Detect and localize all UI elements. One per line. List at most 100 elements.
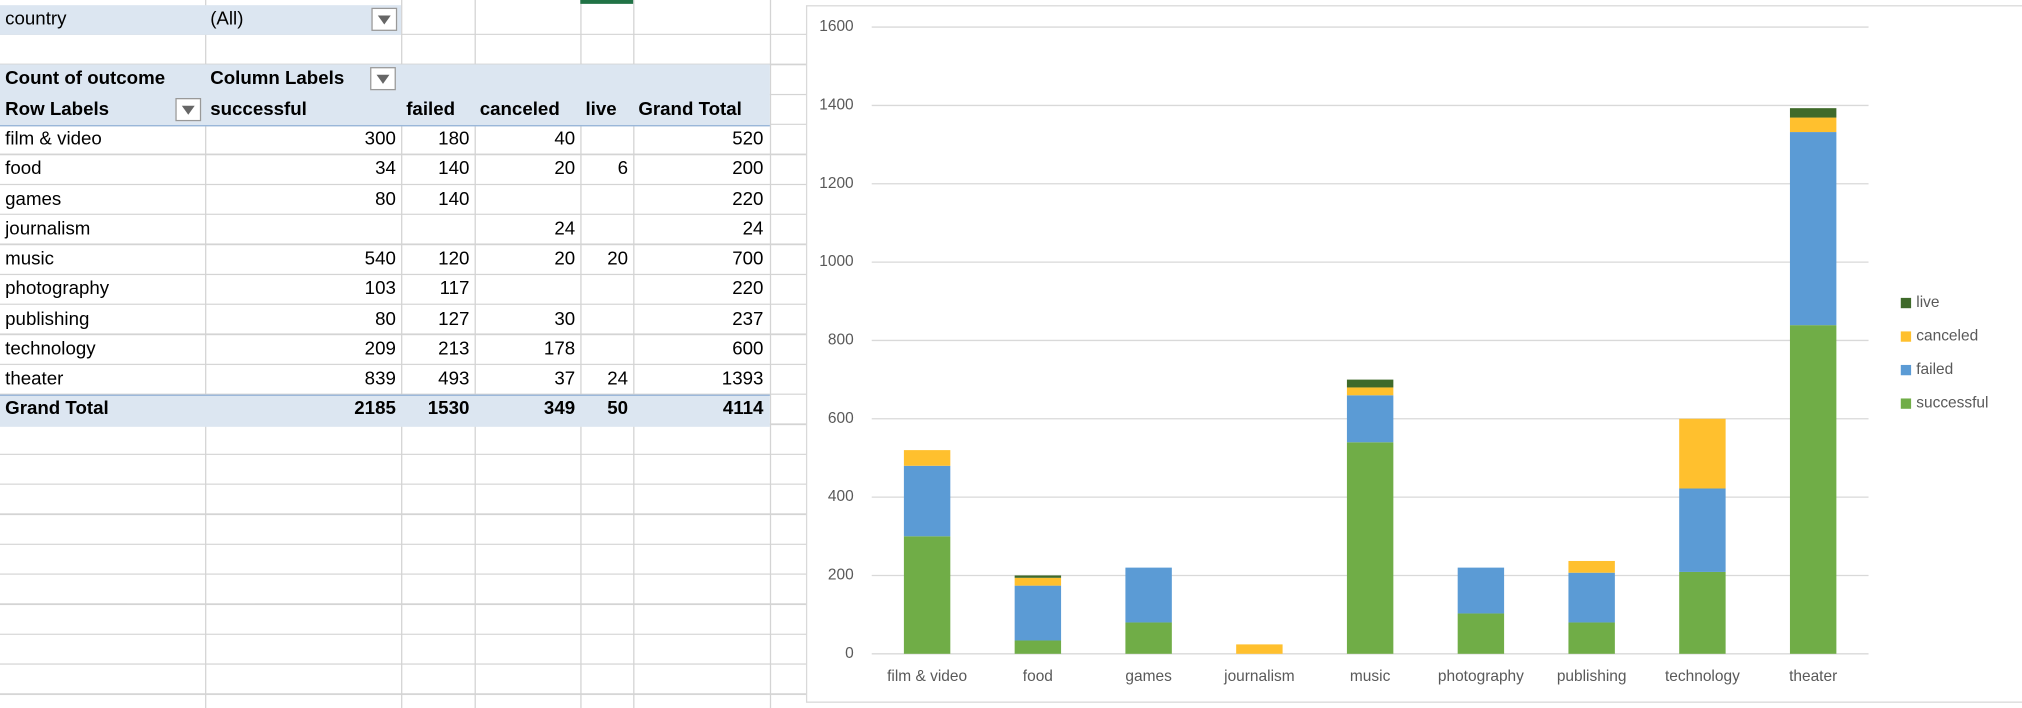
y-tick-label: 600 (828, 410, 854, 427)
bar-segment (1679, 571, 1726, 654)
bar-segment (903, 465, 951, 537)
value-cell: 103 (364, 278, 396, 300)
filter-band (0, 5, 402, 35)
bar-segment (1346, 387, 1394, 396)
x-tick-label: games (1125, 668, 1172, 685)
row-labels: Row Labels (5, 99, 110, 120)
bar-segment (1789, 108, 1837, 118)
value-cell: 80 (375, 188, 396, 210)
column-header: Grand Total (638, 98, 742, 120)
x-tick-label: photography (1438, 668, 1524, 685)
value-cell: 209 (364, 338, 396, 360)
y-tick-label: 200 (828, 567, 854, 584)
value-cell: 1393 (721, 368, 764, 390)
filter-dropdown[interactable] (371, 7, 398, 31)
value-cell: 300 (364, 128, 396, 150)
value-cell: 520 (732, 128, 764, 150)
row-label: photography (5, 278, 110, 300)
value-cell: 20 (607, 248, 629, 270)
bar-segment (1014, 575, 1062, 578)
value-cell: 600 (732, 338, 764, 360)
filter-label: country (5, 9, 67, 30)
selected-cell-marker (580, 0, 634, 4)
bar-segment (1014, 585, 1062, 641)
bar-segment (1568, 572, 1615, 623)
bar-segment (903, 450, 951, 466)
legend-label: failed (1916, 361, 1953, 378)
column-header: successful (210, 98, 307, 120)
row-label: publishing (5, 308, 90, 330)
value-cell: 178 (543, 338, 576, 360)
x-tick-label: technology (1665, 668, 1740, 685)
legend-label: successful (1916, 395, 1988, 412)
value-cell: 493 (438, 368, 470, 390)
bar-segment (1679, 488, 1726, 572)
y-tick-label: 400 (828, 488, 854, 505)
x-tick-label: music (1350, 668, 1391, 685)
bar-segment (903, 536, 951, 654)
value-cell: 839 (364, 368, 396, 390)
value-cell: 24 (742, 218, 764, 240)
total-label: Grand Total (5, 398, 109, 420)
value-cell: 700 (732, 248, 764, 270)
legend-swatch (1900, 398, 1912, 409)
bar-segment (1568, 560, 1615, 573)
bar-segment (1236, 644, 1283, 654)
value-cell: 180 (438, 128, 470, 150)
column-header: canceled (479, 98, 560, 120)
legend-label: live (1916, 294, 1939, 311)
bar-segment (1014, 640, 1062, 654)
filter-value: (All) (210, 9, 244, 30)
value-cell: 200 (732, 158, 764, 180)
value-cell: 40 (554, 128, 576, 150)
total-cell: 2185 (354, 398, 396, 420)
value-cell: 127 (438, 308, 470, 330)
total-cell: 4114 (722, 398, 764, 420)
value-cell: 220 (732, 278, 764, 300)
column-dropdown[interactable] (370, 67, 396, 91)
column-header: live (585, 98, 617, 120)
value-cell: 220 (732, 188, 764, 210)
bar-segment (1346, 442, 1394, 654)
bar-segment (1125, 567, 1172, 623)
row-dropdown[interactable] (175, 98, 202, 122)
legend-swatch (1900, 297, 1912, 309)
total-band (0, 394, 770, 427)
value-cell: 213 (438, 338, 470, 360)
value-cell: 120 (438, 248, 470, 270)
bar-segment (1789, 132, 1837, 326)
row-label: film & video (5, 128, 102, 150)
bar-segment (1014, 577, 1062, 586)
y-tick-label: 1400 (819, 97, 853, 114)
bar-segment (1789, 325, 1837, 654)
column-border (474, 0, 476, 708)
row-label: games (5, 188, 62, 210)
value-cell: 140 (438, 158, 470, 180)
bar-segment (1457, 613, 1505, 654)
bar-segment (1125, 622, 1172, 654)
value-cell: 34 (375, 158, 396, 180)
column-labels: Column Labels (210, 68, 345, 89)
legend-swatch (1900, 331, 1912, 342)
total-cell: 50 (607, 398, 629, 420)
x-tick-label: publishing (1557, 668, 1627, 685)
x-tick-label: food (1023, 668, 1053, 685)
value-cell: 20 (554, 158, 576, 180)
row-label: technology (5, 338, 96, 360)
x-tick-label: theater (1789, 668, 1837, 685)
value-cell: 37 (554, 368, 576, 390)
value-cell: 24 (554, 218, 576, 240)
y-tick-label: 800 (828, 332, 854, 349)
column-header: failed (406, 98, 456, 120)
corner-label: Count of outcome (5, 68, 166, 89)
bar-segment (1346, 395, 1394, 443)
x-tick-label: film & video (887, 668, 967, 685)
column-border (401, 0, 403, 708)
value-cell: 117 (439, 278, 470, 300)
value-cell: 540 (364, 248, 396, 270)
bar-segment (1789, 117, 1837, 133)
total-cell: 1530 (427, 398, 470, 420)
legend-swatch (1900, 364, 1912, 376)
value-cell: 20 (554, 248, 576, 270)
